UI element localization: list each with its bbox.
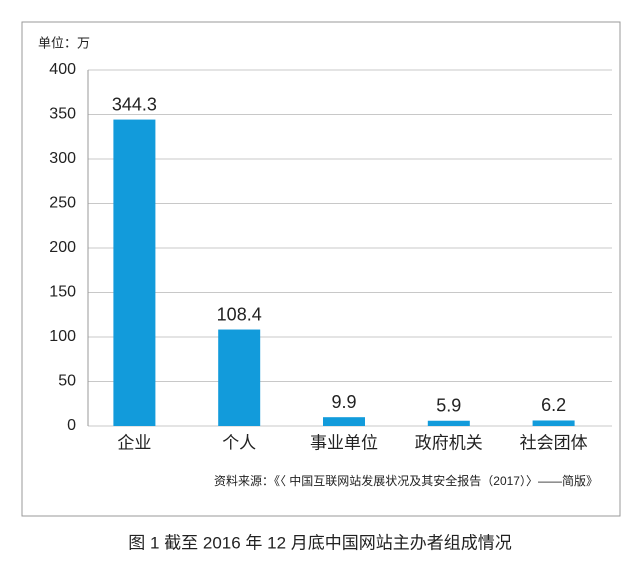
x-tick-label: 事业单位: [310, 433, 378, 452]
y-tick-label: 0: [67, 417, 76, 434]
value-label: 9.9: [331, 392, 356, 412]
y-tick-label: 150: [49, 284, 76, 301]
unit-label: 单位：万: [38, 35, 90, 50]
y-tick-label: 50: [58, 373, 76, 390]
value-label: 108.4: [217, 304, 262, 324]
x-tick-label: 企业: [117, 433, 151, 452]
y-tick-label: 350: [49, 106, 76, 123]
x-tick-label: 个人: [222, 433, 256, 452]
y-tick-label: 250: [49, 195, 76, 212]
x-tick-label: 政府机关: [415, 433, 483, 452]
caption: 图 1 截至 2016 年 12 月底中国网站主办者组成情况: [128, 533, 512, 552]
bar: [427, 420, 470, 426]
y-tick-label: 100: [49, 328, 76, 345]
y-tick-label: 200: [49, 239, 76, 256]
y-tick-label: 300: [49, 150, 76, 167]
x-tick-label: 社会团体: [520, 433, 588, 452]
bar: [532, 420, 575, 426]
value-label: 344.3: [112, 94, 157, 114]
bar: [113, 119, 156, 426]
value-label: 6.2: [541, 395, 566, 415]
bar: [323, 417, 365, 426]
source-note: 资料来源：《〈 中国互联网站发展状况及其安全报告（2017）〉——简版》: [214, 473, 598, 488]
bar: [218, 329, 261, 426]
value-label: 5.9: [436, 395, 461, 415]
y-tick-label: 400: [49, 61, 76, 78]
chart-frame: [21, 21, 621, 517]
